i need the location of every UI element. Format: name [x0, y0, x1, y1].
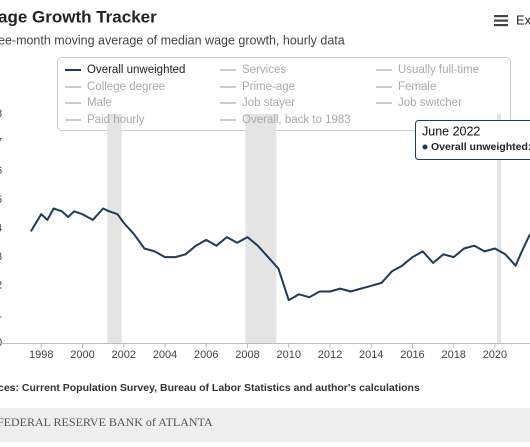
subtitle: ee-month moving average of median wage g…	[0, 33, 345, 47]
title: age Growth Tracker	[0, 7, 157, 26]
legend-item-label[interactable]: Services	[242, 64, 286, 76]
export-label: Ex	[516, 12, 530, 27]
tooltip-dot	[423, 145, 428, 150]
legend-item-label[interactable]: Overall unweighted	[87, 64, 185, 76]
source: ces: Current Population Survey, Bureau o…	[0, 382, 420, 394]
menu-icon	[494, 24, 508, 26]
x-tick-label: 2014	[359, 349, 383, 361]
y-tick-label: 5	[0, 194, 2, 206]
y-tick-label: 1	[0, 308, 2, 320]
legend-item-label[interactable]: Paid hourly	[87, 114, 145, 126]
y-tick-label: 6	[0, 165, 2, 177]
legend-item-label[interactable]: College degree	[87, 81, 165, 93]
legend-item-label[interactable]: Female	[398, 81, 436, 93]
series-line	[31, 209, 530, 301]
x-tick-label: 2016	[400, 349, 424, 361]
legend-item-label[interactable]: Male	[87, 97, 112, 109]
y-tick-label: 3	[0, 251, 2, 263]
tooltip-label: Overall unweighted:	[431, 141, 530, 153]
y-tick-label: 0	[0, 337, 2, 349]
export-button[interactable]: Ex	[494, 12, 530, 27]
legend-item-label[interactable]: Prime-age	[242, 81, 295, 93]
x-tick-label: 2002	[111, 349, 135, 361]
y-tick-label: 4	[0, 222, 2, 234]
y-tick-label: 7	[0, 137, 2, 149]
y-tick-label: 2	[0, 280, 2, 292]
x-tick-label: 2006	[194, 349, 218, 361]
menu-icon	[494, 20, 508, 22]
x-tick-label: 2018	[441, 349, 465, 361]
x-tick-label: 2008	[235, 349, 259, 361]
y-tick-label: 8	[0, 108, 2, 120]
legend-item-label[interactable]: Usually full-time	[398, 64, 479, 76]
x-tick-label: 2004	[153, 349, 177, 361]
recession-band	[107, 114, 121, 343]
recession-band	[245, 114, 276, 343]
tooltip-title: June 2022	[422, 124, 480, 138]
menu-icon	[494, 15, 508, 17]
footer: FEDERAL RESERVE BANK of ATLANTA	[0, 415, 213, 429]
tooltip: June 2022 Overall unweighted:	[416, 121, 530, 160]
legend-item-label[interactable]: Job switcher	[398, 97, 462, 109]
x-tick-label: 2020	[483, 349, 507, 361]
x-tick-label: 2000	[70, 349, 94, 361]
x-tick-label: 1998	[29, 349, 53, 361]
legend-item-label[interactable]: Overall, back to 1983	[242, 114, 351, 126]
x-tick-label: 2010	[276, 349, 300, 361]
x-tick-label: 2012	[318, 349, 342, 361]
legend-item-label[interactable]: Job stayer	[242, 97, 295, 109]
